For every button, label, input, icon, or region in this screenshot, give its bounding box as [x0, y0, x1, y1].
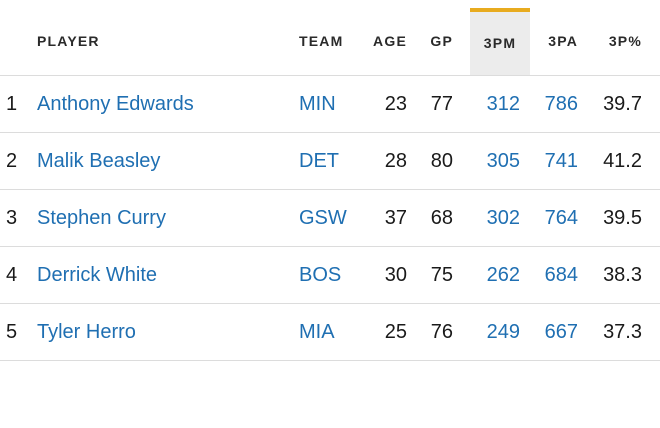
column-header-age[interactable]: AGE — [373, 33, 407, 49]
column-header-3p-percent[interactable]: 3P% — [608, 33, 642, 49]
3pm-link[interactable]: 262 — [486, 264, 520, 286]
player-link[interactable]: Anthony Edwards — [37, 93, 194, 115]
team-link[interactable]: GSW — [299, 207, 347, 229]
column-header-3pm-sorted[interactable]: 3PM — [470, 8, 530, 75]
3pm-link[interactable]: 302 — [486, 207, 520, 229]
3pa-link[interactable]: 786 — [544, 93, 578, 115]
3pa-link[interactable]: 667 — [544, 321, 578, 343]
rank-cell: 1 — [6, 93, 18, 115]
3p-percent-cell: 39.7 — [603, 93, 642, 115]
team-link[interactable]: MIN — [299, 93, 336, 115]
gp-cell: 68 — [430, 207, 453, 229]
table-header-row: PLAYER TEAM AGE GP 3PM 3PA 3P% — [0, 8, 660, 76]
player-link[interactable]: Tyler Herro — [37, 321, 136, 343]
table-row: 5 Tyler Herro MIA 25 76 249 667 37.3 — [0, 304, 660, 361]
3pm-link[interactable]: 312 — [486, 93, 520, 115]
rank-cell: 4 — [6, 264, 18, 286]
age-cell: 30 — [384, 264, 407, 286]
table-row: 1 Anthony Edwards MIN 23 77 312 786 39.7 — [0, 76, 660, 133]
column-header-3pa[interactable]: 3PA — [548, 33, 578, 49]
gp-cell: 80 — [430, 150, 453, 172]
rank-cell: 3 — [6, 207, 18, 229]
3pa-link[interactable]: 764 — [544, 207, 578, 229]
stats-table: PLAYER TEAM AGE GP 3PM 3PA 3P% 1 Anthony… — [0, 8, 660, 361]
column-header-gp[interactable]: GP — [430, 33, 453, 49]
player-link[interactable]: Malik Beasley — [37, 150, 161, 172]
gp-cell: 76 — [430, 321, 453, 343]
gp-cell: 75 — [430, 264, 453, 286]
column-header-player[interactable]: PLAYER — [37, 33, 100, 49]
3pa-link[interactable]: 684 — [544, 264, 578, 286]
gp-cell: 77 — [430, 93, 453, 115]
3pa-link[interactable]: 741 — [544, 150, 578, 172]
age-cell: 37 — [384, 207, 407, 229]
age-cell: 28 — [384, 150, 407, 172]
age-cell: 23 — [384, 93, 407, 115]
age-cell: 25 — [384, 321, 407, 343]
player-link[interactable]: Stephen Curry — [37, 207, 166, 229]
3p-percent-cell: 41.2 — [603, 150, 642, 172]
rank-cell: 5 — [6, 321, 18, 343]
3p-percent-cell: 38.3 — [603, 264, 642, 286]
team-link[interactable]: BOS — [299, 264, 342, 286]
player-link[interactable]: Derrick White — [37, 264, 158, 286]
3p-percent-cell: 37.3 — [603, 321, 642, 343]
table-row: 3 Stephen Curry GSW 37 68 302 764 39.5 — [0, 190, 660, 247]
team-link[interactable]: DET — [299, 150, 339, 172]
3p-percent-cell: 39.5 — [603, 207, 642, 229]
3pm-link[interactable]: 249 — [486, 321, 520, 343]
3pm-link[interactable]: 305 — [486, 150, 520, 172]
column-header-team[interactable]: TEAM — [299, 33, 344, 49]
rank-cell: 2 — [6, 150, 18, 172]
table-row: 2 Malik Beasley DET 28 80 305 741 41.2 — [0, 133, 660, 190]
table-row: 4 Derrick White BOS 30 75 262 684 38.3 — [0, 247, 660, 304]
team-link[interactable]: MIA — [299, 321, 335, 343]
